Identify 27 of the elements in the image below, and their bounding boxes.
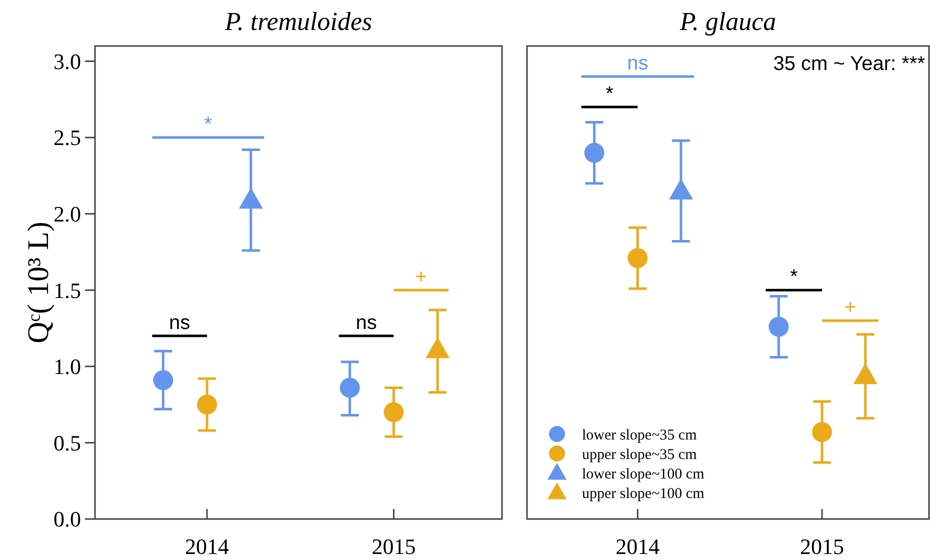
x-tick-label: 2014 xyxy=(616,534,660,559)
y-tick-label: 0.0 xyxy=(54,506,81,532)
legend-label: lower slope~100 cm xyxy=(582,466,705,482)
annotation: 35 cm ~ Year: *** xyxy=(773,53,926,75)
y-tick-label: 0.5 xyxy=(54,430,81,456)
annotation: * xyxy=(790,266,798,288)
y-tick-label: 2.5 xyxy=(54,125,81,150)
legend-label: upper slope~100 cm xyxy=(582,486,705,502)
chart-title: P. tremuloides xyxy=(224,7,372,36)
annotation: * xyxy=(204,114,212,136)
annotation: + xyxy=(415,266,427,288)
annotation: ns xyxy=(356,312,377,334)
y-axis-title: Qᶜ( 10³ L) xyxy=(22,222,55,344)
y-tick-label: 1.5 xyxy=(54,278,81,303)
legend-label: lower slope~35 cm xyxy=(582,427,698,444)
annotation: + xyxy=(844,296,856,319)
chart-title: P. glauca xyxy=(678,7,776,36)
annotation: ns xyxy=(627,52,648,75)
y-tick-label: 1.0 xyxy=(54,354,81,380)
y-tick-label: 2.0 xyxy=(54,202,81,227)
annotation: ns xyxy=(169,312,190,334)
legend-label: upper slope~35 cm xyxy=(582,446,698,463)
annotation: * xyxy=(606,83,614,106)
x-tick-label: 2015 xyxy=(372,534,416,559)
x-tick-label: 2015 xyxy=(800,534,844,559)
x-tick-label: 2014 xyxy=(185,534,230,559)
y-tick-label: 3.0 xyxy=(54,48,81,74)
